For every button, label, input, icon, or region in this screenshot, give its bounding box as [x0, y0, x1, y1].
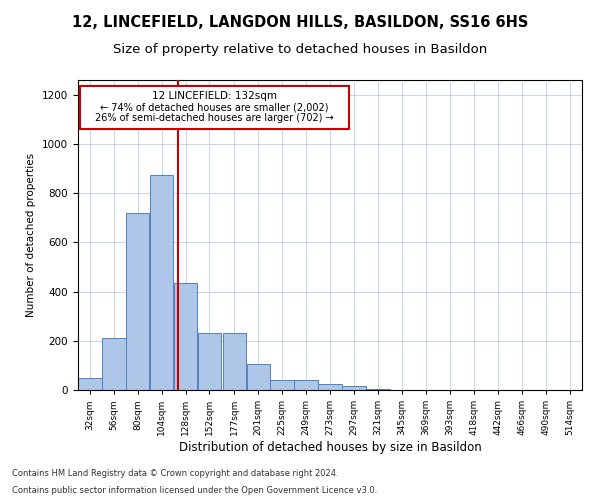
Text: 12 LINCEFIELD: 132sqm: 12 LINCEFIELD: 132sqm: [152, 91, 277, 101]
Text: 26% of semi-detached houses are larger (702) →: 26% of semi-detached houses are larger (…: [95, 113, 334, 123]
Bar: [271, 380, 294, 390]
Text: 12, LINCEFIELD, LANGDON HILLS, BASILDON, SS16 6HS: 12, LINCEFIELD, LANGDON HILLS, BASILDON,…: [72, 15, 528, 30]
Bar: [126, 213, 149, 390]
Text: Size of property relative to detached houses in Basildon: Size of property relative to detached ho…: [113, 42, 487, 56]
Bar: [150, 174, 173, 390]
Bar: [318, 384, 342, 390]
Bar: [247, 364, 270, 390]
Bar: [198, 334, 221, 390]
Bar: [366, 389, 389, 390]
Bar: [295, 380, 318, 390]
Text: ← 74% of detached houses are smaller (2,002): ← 74% of detached houses are smaller (2,…: [100, 102, 329, 112]
Bar: [102, 338, 125, 390]
Bar: [78, 378, 101, 390]
Bar: [174, 283, 197, 390]
Text: Contains public sector information licensed under the Open Government Licence v3: Contains public sector information licen…: [12, 486, 377, 495]
Text: Contains HM Land Registry data © Crown copyright and database right 2024.: Contains HM Land Registry data © Crown c…: [12, 468, 338, 477]
Bar: [342, 386, 365, 390]
FancyBboxPatch shape: [80, 86, 349, 129]
Bar: [223, 334, 246, 390]
X-axis label: Distribution of detached houses by size in Basildon: Distribution of detached houses by size …: [179, 441, 481, 454]
Y-axis label: Number of detached properties: Number of detached properties: [26, 153, 37, 317]
